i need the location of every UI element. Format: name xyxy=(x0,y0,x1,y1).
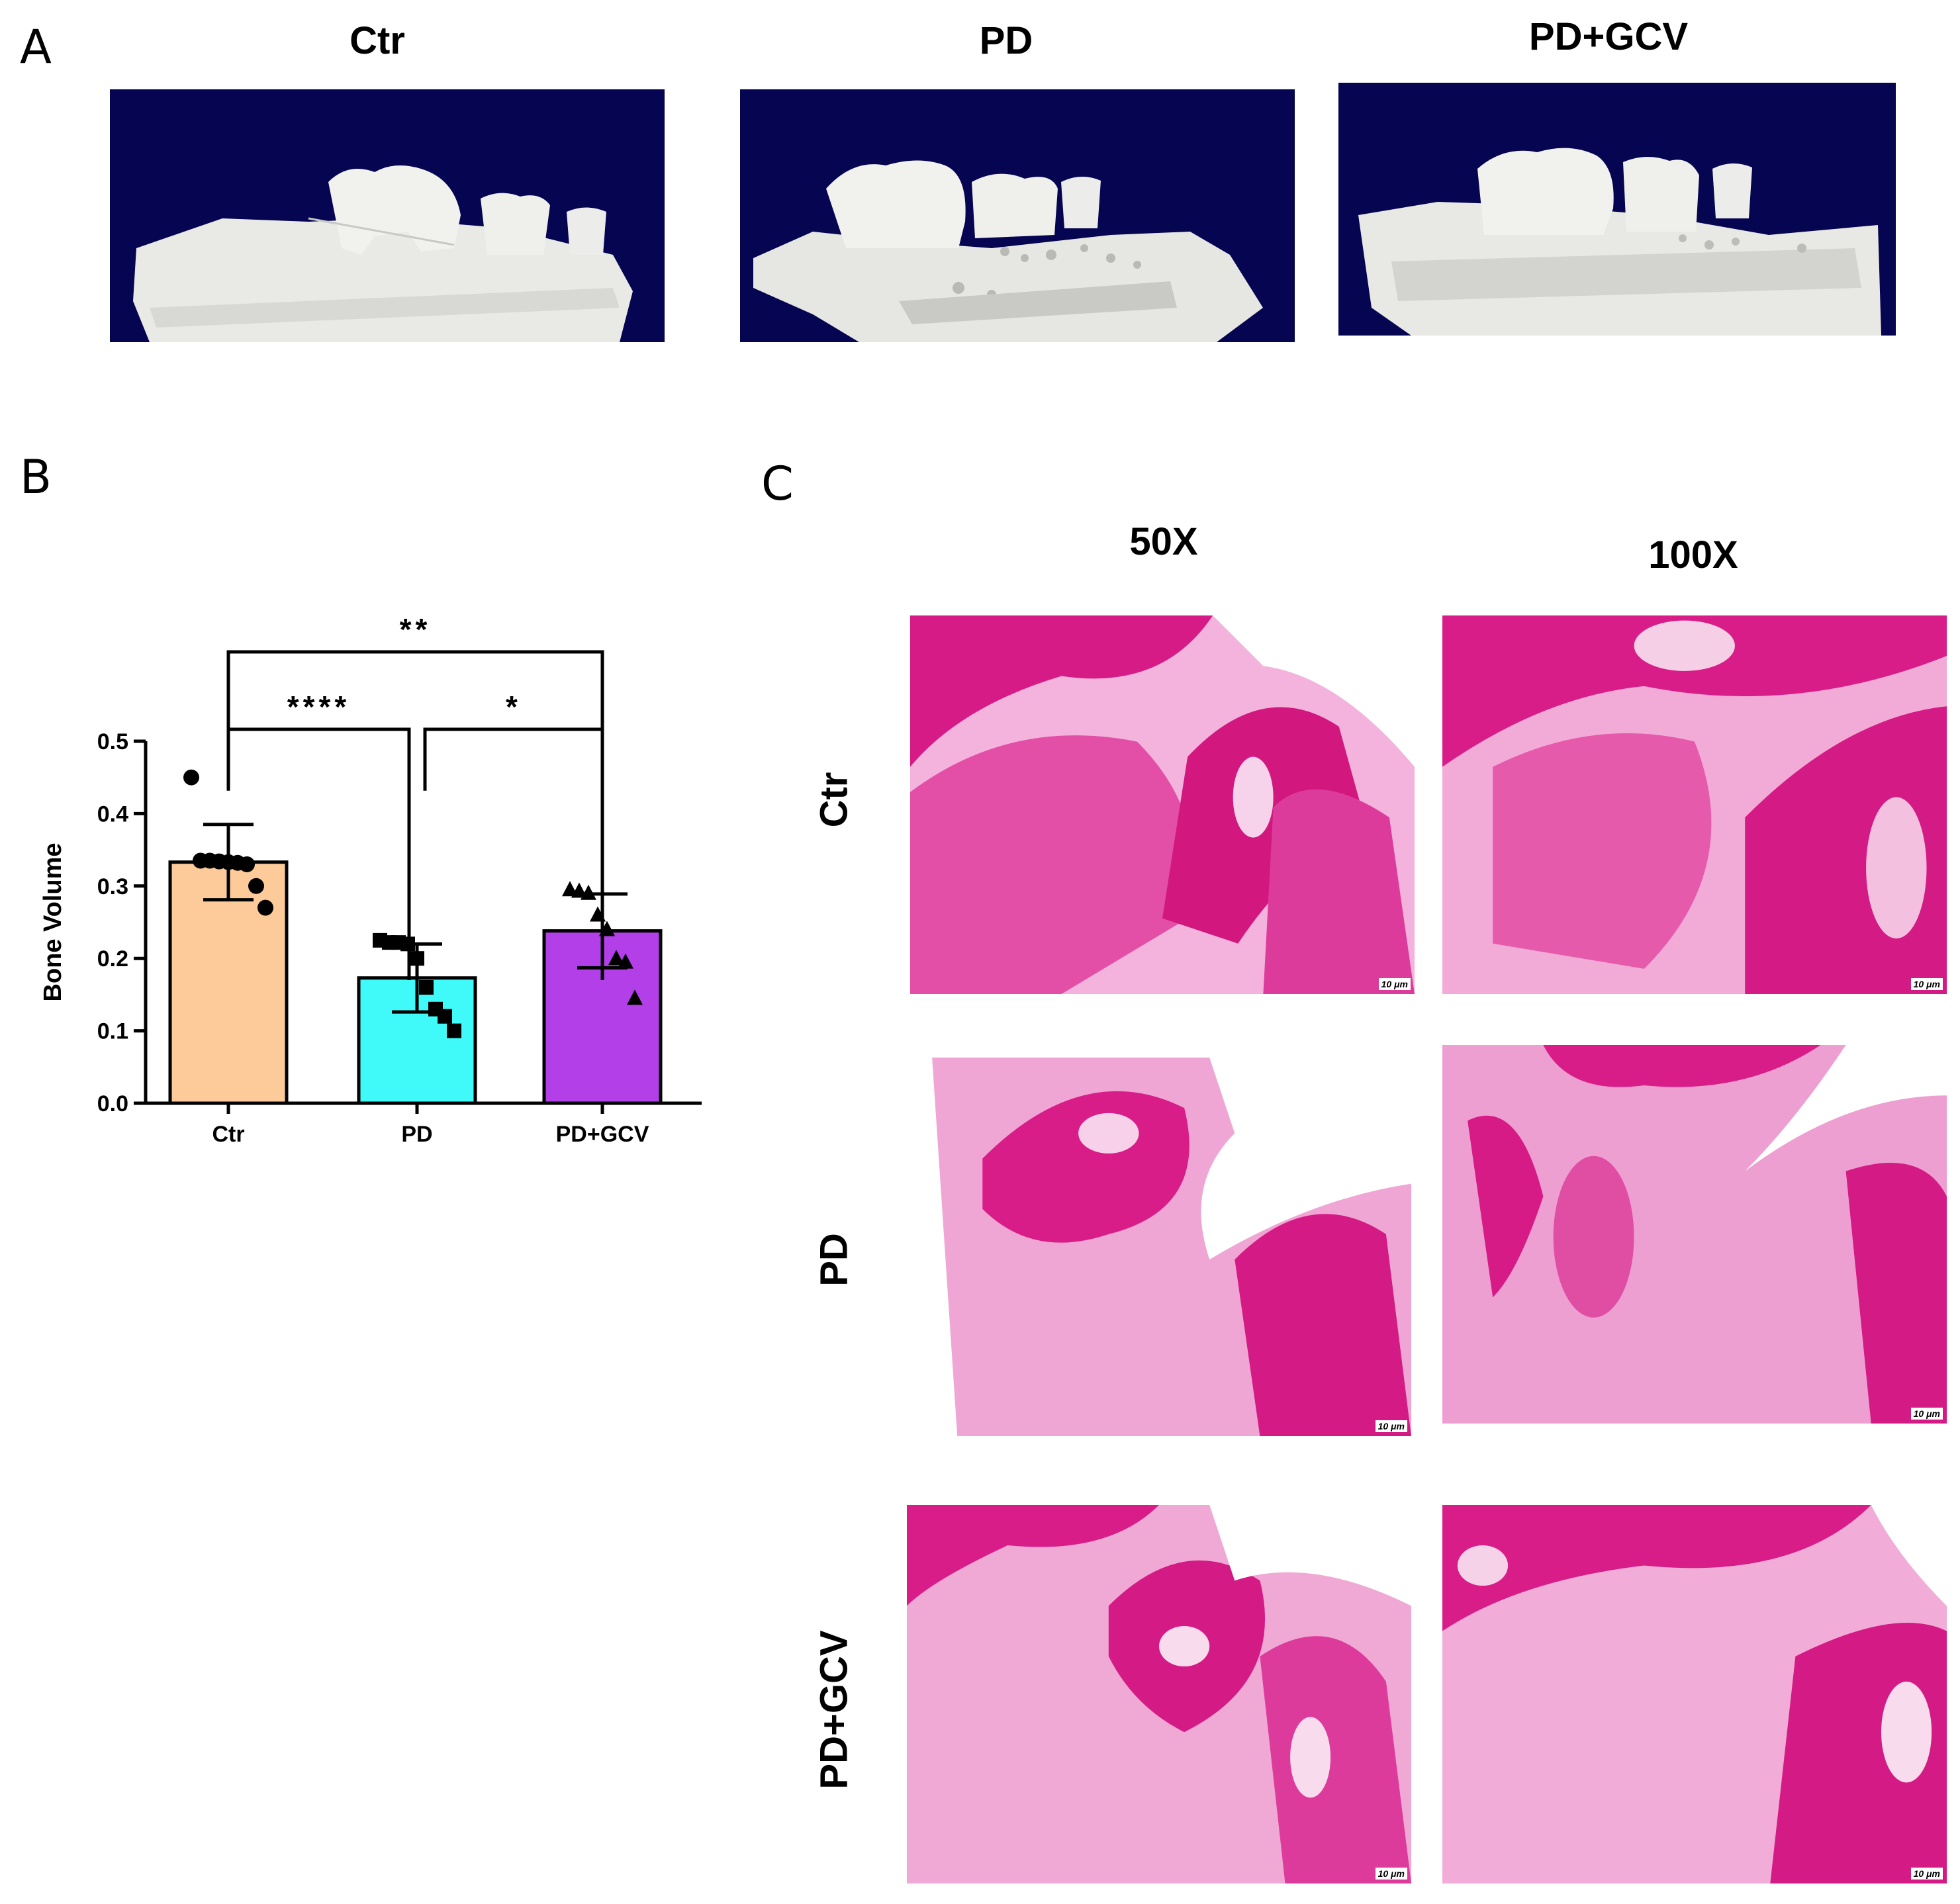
data-point xyxy=(419,979,434,995)
data-point xyxy=(410,951,424,966)
x-tick-label: Ctr xyxy=(212,1122,244,1147)
panel-a-title-ctr: Ctr xyxy=(350,19,405,62)
data-point xyxy=(618,953,633,969)
y-tick-label: 0.4 xyxy=(97,801,128,827)
data-point xyxy=(239,856,255,872)
scale-bar-label: 10 μm xyxy=(1910,978,1943,990)
significance-label: ** xyxy=(400,612,432,647)
he-image-pd-100x: 10 μm xyxy=(1442,1045,1947,1424)
x-tick-label: PD+GCV xyxy=(556,1122,649,1147)
panel-c-row-title-pdgcv: PD+GCV xyxy=(812,1630,856,1790)
data-point xyxy=(562,881,578,897)
x-tick-label: PD xyxy=(401,1122,432,1147)
microct-image-pdgcv xyxy=(1338,83,1896,336)
he-image-pdgcv-100x: 10 μm xyxy=(1442,1505,1947,1883)
y-tick-label: 0.2 xyxy=(97,946,128,972)
data-point xyxy=(183,769,199,786)
scale-bar-label: 10 μm xyxy=(1375,1868,1407,1880)
data-point xyxy=(608,950,624,966)
y-tick-label: 0.3 xyxy=(97,874,128,899)
scale-bar-label: 10 μm xyxy=(1910,1408,1943,1420)
y-tick-label: 0.5 xyxy=(97,729,128,754)
he-image-pdgcv-50x: 10 μm xyxy=(907,1505,1411,1883)
data-point xyxy=(447,1023,461,1038)
data-point xyxy=(571,882,587,898)
data-point xyxy=(581,884,596,900)
data-point xyxy=(627,989,643,1005)
panel-c-col-title-100x: 100X xyxy=(1648,533,1738,576)
microct-image-pd xyxy=(740,89,1295,342)
panel-a-title-pd: PD xyxy=(979,19,1033,62)
scale-bar-label: 10 μm xyxy=(1910,1868,1943,1880)
he-image-ctr-50x: 10 μm xyxy=(910,615,1415,994)
significance-label: **** xyxy=(287,690,351,724)
panel-a-letter: A xyxy=(20,20,52,74)
panel-c-row-title-pd: PD xyxy=(812,1233,856,1287)
y-tick-label: 0.1 xyxy=(97,1019,128,1044)
scale-bar-label: 10 μm xyxy=(1378,978,1411,990)
panel-c-row-title-ctr: Ctr xyxy=(812,772,856,828)
bone-volume-chart: 0.0 0.1 0.2 0.3 0.4 0.5 Ctr PD PD+GCV Bone Volume… xyxy=(26,582,715,1165)
panel-b-letter: B xyxy=(20,450,52,504)
significance-label: * xyxy=(506,690,522,724)
scale-bar-label: 10 μm xyxy=(1375,1420,1407,1432)
significance-bracket xyxy=(226,727,411,981)
microct-image-ctr xyxy=(110,89,665,342)
data-point xyxy=(438,1009,452,1024)
data-point xyxy=(257,899,273,916)
y-axis-label: Bone Volume xyxy=(39,843,67,1002)
panel-a-title-pdgcv: PD+GCV xyxy=(1528,15,1689,58)
panel-c-letter: C xyxy=(761,457,794,511)
data-point xyxy=(248,878,264,894)
significance-bracket xyxy=(423,727,604,981)
panel-c-col-title-50x: 50X xyxy=(1129,520,1198,563)
he-image-ctr-100x: 10 μm xyxy=(1442,615,1947,994)
he-image-pd-50x: 10 μm xyxy=(907,1058,1411,1436)
y-tick-label: 0.0 xyxy=(97,1091,128,1116)
